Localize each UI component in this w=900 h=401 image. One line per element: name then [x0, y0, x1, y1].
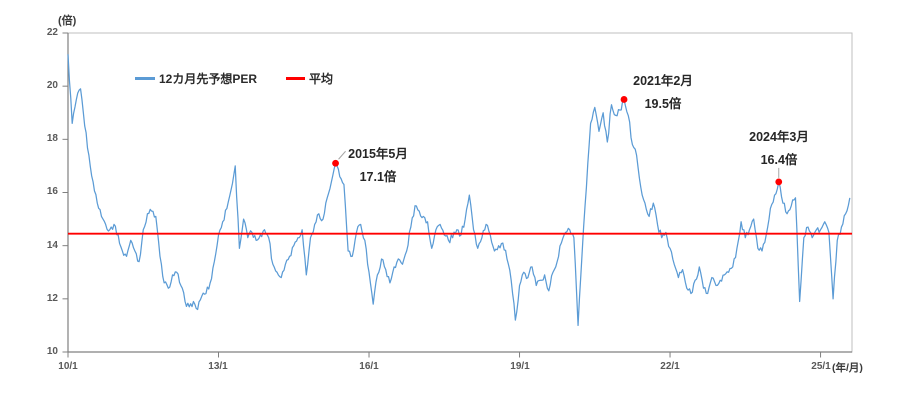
annotation-2024-peak: 2024年3月 16.4倍	[749, 130, 809, 168]
y-tick-label: 12	[46, 293, 58, 304]
average-line-swatch	[286, 77, 306, 80]
x-tick-label: 25/1	[811, 361, 831, 372]
annotation-value: 17.1倍	[359, 170, 397, 184]
x-tick-label: 16/1	[359, 361, 379, 372]
y-axis-unit-label: (倍)	[58, 15, 77, 27]
y-tick-label: 22	[46, 27, 58, 38]
annotation-date: 2024年3月	[749, 130, 809, 144]
annotation-date: 2015年5月	[348, 147, 408, 161]
legend-label-average: 平均	[309, 72, 334, 86]
legend-label-per: 12カ月先予想PER	[159, 72, 258, 86]
annotation-2021-peak: 2021年2月 19.5倍	[633, 74, 693, 112]
annotation-2015-peak: 2015年5月 17.1倍	[348, 147, 408, 185]
per-series-line-swatch	[135, 77, 155, 80]
x-tick-label: 13/1	[208, 361, 228, 372]
y-tick-label: 14	[46, 240, 58, 251]
y-tick-label: 18	[46, 133, 58, 144]
x-tick-label: 22/1	[660, 361, 680, 372]
y-tick-label: 20	[46, 80, 58, 91]
x-tick-label: 19/1	[510, 361, 530, 372]
x-tick-label: 10/1	[58, 361, 78, 372]
y-tick-label: 10	[46, 346, 58, 357]
annotation-value: 16.4倍	[760, 153, 798, 167]
y-tick-label: 16	[46, 186, 58, 197]
annotation-date: 2021年2月	[633, 74, 693, 88]
x-axis-unit-label: (年/月)	[832, 362, 863, 374]
legend: 12カ月先予想PER 平均	[131, 70, 333, 87]
annotation-value: 19.5倍	[644, 97, 682, 111]
